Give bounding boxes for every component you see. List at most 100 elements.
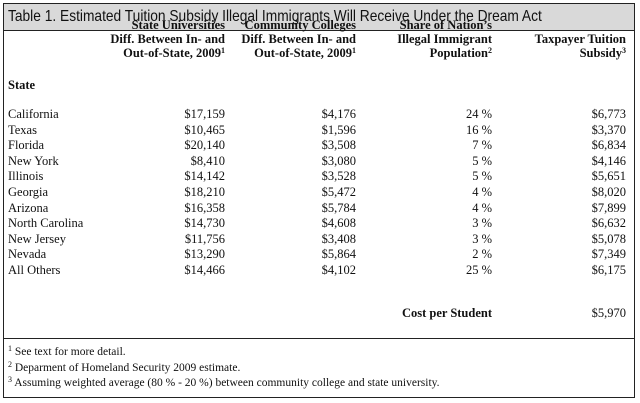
- header-uni-line1: State Universities: [131, 18, 225, 32]
- header-community-colleges: Community Colleges Diff. Between In- and…: [241, 18, 356, 60]
- cell-university-diff: $14,466: [184, 262, 225, 277]
- header-share-line1: Share of Nation’s: [399, 18, 492, 32]
- cell-college-diff: $3,528: [321, 169, 356, 184]
- cell-college-diff: $3,080: [321, 153, 356, 168]
- footnote-text: Deparment of Homeland Security 2009 esti…: [14, 361, 241, 374]
- cell-population-share: 5 %: [472, 169, 492, 184]
- cell-college-diff: $4,176: [321, 107, 356, 121]
- header-sub-line1: Taxpayer Tuition: [534, 32, 626, 46]
- cell-state: Florida: [8, 138, 45, 153]
- table-frame: Table 1. Estimated Tuition Subsidy Illeg…: [3, 3, 635, 398]
- cell-university-diff: $18,210: [184, 184, 225, 199]
- table-body: California $17,159 $4,176 24 % $6,773 Te…: [4, 107, 634, 279]
- cell-state: Arizona: [8, 200, 49, 215]
- table-row: New York $8,410 $3,080 5 % $4,146: [4, 154, 634, 170]
- cell-population-share: 4 %: [472, 184, 492, 199]
- header-share-line3-text: Population: [429, 46, 488, 60]
- table-row: California $17,159 $4,176 24 % $6,773: [4, 107, 634, 123]
- header-taxpayer-subsidy: Taxpayer Tuition Subsidy3: [535, 32, 626, 60]
- cell-college-diff: $5,784: [321, 200, 356, 215]
- cell-subsidy: $8,020: [591, 184, 626, 199]
- table-row: Florida $20,140 $3,508 7 % $6,834: [4, 138, 634, 154]
- cell-subsidy: $5,651: [591, 169, 626, 184]
- header-cc-line3: Out-of-State, 20091: [241, 46, 356, 60]
- header-population-share: Share of Nation’s Illegal Immigrant Popu…: [397, 18, 492, 60]
- cell-population-share: 24 %: [465, 107, 492, 121]
- cell-university-diff: $16,358: [184, 200, 225, 215]
- cell-subsidy: $6,773: [591, 107, 626, 121]
- header-uni-footnote-mark: 1: [221, 46, 225, 55]
- header-uni-line3-text: Out-of-State, 2009: [123, 46, 221, 60]
- cell-university-diff: $8,410: [190, 153, 225, 168]
- cell-population-share: 5 %: [472, 153, 492, 168]
- cell-population-share: 25 %: [465, 262, 492, 277]
- footnote-mark: 2: [8, 359, 12, 369]
- cell-subsidy: $7,899: [591, 200, 626, 215]
- cell-population-share: 7 %: [472, 138, 492, 153]
- header-state-universities: State Universities Diff. Between In- and…: [110, 18, 225, 60]
- cell-subsidy: $6,834: [591, 138, 626, 153]
- cell-state: Texas: [8, 122, 37, 137]
- header-cc-footnote-mark: 1: [352, 46, 356, 55]
- table-row: Illinois $14,142 $3,528 5 % $5,651: [4, 169, 634, 185]
- table-row: All Others $14,466 $4,102 25 % $6,175: [4, 263, 634, 279]
- cell-state: California: [8, 107, 59, 121]
- cell-university-diff: $17,159: [184, 107, 225, 121]
- cell-state: Nevada: [8, 247, 47, 262]
- cell-university-diff: $10,465: [184, 122, 225, 137]
- cell-subsidy: $7,349: [591, 247, 626, 262]
- footnotes: 1 See text for more detail. 2 Deparment …: [8, 345, 440, 392]
- header-share-line2: Illegal Immigrant: [397, 32, 492, 46]
- table-row: Texas $10,465 $1,596 16 % $3,370: [4, 123, 634, 139]
- header-sub-line2: Subsidy3: [535, 46, 626, 60]
- header-uni-line2: Diff. Between In- and: [110, 32, 225, 46]
- table-title-bar: Table 1. Estimated Tuition Subsidy Illeg…: [4, 4, 634, 31]
- cell-population-share: 4 %: [472, 200, 492, 215]
- footnote-text: Assuming weighted average (80 % - 20 %) …: [14, 377, 440, 389]
- cell-subsidy: $5,078: [591, 231, 626, 246]
- cell-state: All Others: [8, 262, 61, 277]
- footnote-mark: 1: [8, 344, 12, 353]
- cell-state: New Jersey: [8, 231, 66, 246]
- table-row: Nevada $13,290 $5,864 2 % $7,349: [4, 247, 634, 263]
- cell-population-share: 16 %: [465, 122, 492, 137]
- header-share-line3: Population2: [397, 46, 492, 60]
- cell-subsidy: $6,632: [591, 216, 626, 231]
- cell-population-share: 3 %: [472, 216, 492, 231]
- header-cc-line2: Diff. Between In- and: [241, 32, 356, 46]
- cost-per-student-row: Cost per Student $5,970: [4, 305, 634, 321]
- header-sub-line2-text: Subsidy: [579, 46, 622, 60]
- cell-university-diff: $14,730: [184, 216, 225, 231]
- header-state: State: [8, 78, 35, 92]
- cell-college-diff: $3,408: [321, 231, 356, 246]
- cell-university-diff: $11,756: [184, 231, 225, 246]
- header-state-label: State: [8, 78, 36, 92]
- cell-subsidy: $4,146: [591, 153, 626, 168]
- cell-population-share: 2 %: [472, 247, 492, 262]
- footnote: 3 Assuming weighted average (80 % - 20 %…: [8, 376, 440, 392]
- footnote: 1 See text for more detail.: [8, 345, 440, 361]
- table-row: North Carolina $14,730 $4,608 3 % $6,632: [4, 216, 634, 232]
- table-title: Table 1. Estimated Tuition Subsidy Illeg…: [8, 8, 542, 25]
- header-uni-line3: Out-of-State, 20091: [110, 46, 225, 60]
- header-share-footnote-mark: 2: [488, 46, 492, 55]
- cell-college-diff: $1,596: [321, 122, 356, 137]
- cell-subsidy: $3,370: [591, 122, 626, 137]
- cost-per-student-value: $5,970: [591, 306, 626, 320]
- cell-college-diff: $4,102: [321, 262, 356, 277]
- footnote-text: See text for more detail.: [14, 346, 126, 358]
- footnote-divider: [4, 338, 634, 339]
- cell-state: North Carolina: [8, 216, 84, 231]
- cell-university-diff: $20,140: [184, 138, 225, 153]
- cell-state: Georgia: [8, 184, 49, 199]
- header-cc-line3-text: Out-of-State, 2009: [254, 46, 352, 60]
- cell-college-diff: $5,864: [321, 247, 356, 262]
- footnote: 2 Deparment of Homeland Security 2009 es…: [8, 359, 440, 377]
- table-row: Arizona $16,358 $5,784 4 % $7,899: [4, 201, 634, 217]
- cell-university-diff: $13,290: [184, 247, 225, 262]
- cell-university-diff: $14,142: [184, 169, 225, 184]
- table-row: Georgia $18,210 $5,472 4 % $8,020: [4, 185, 634, 201]
- cell-population-share: 3 %: [472, 231, 492, 246]
- cell-state: New York: [8, 153, 59, 168]
- cost-per-student-label: Cost per Student: [401, 306, 492, 320]
